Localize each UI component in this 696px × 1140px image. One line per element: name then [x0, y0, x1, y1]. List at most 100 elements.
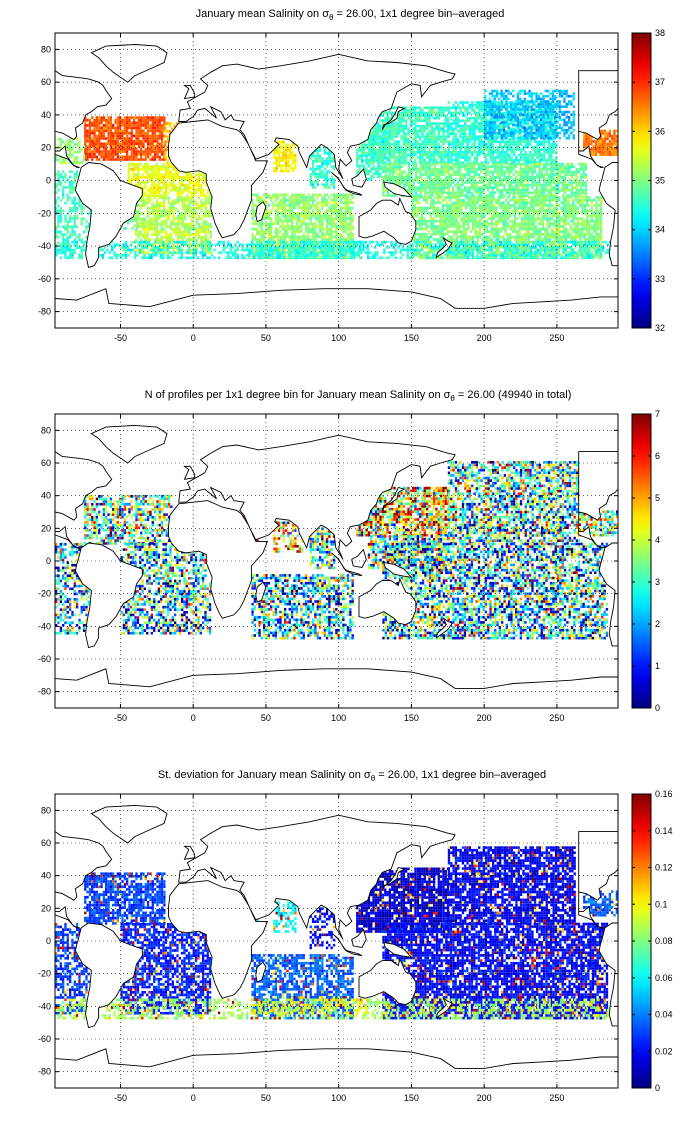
data-cell	[284, 151, 288, 154]
data-cell	[372, 172, 375, 176]
data-cell	[209, 199, 212, 202]
data-cell	[109, 121, 113, 125]
data-cell	[253, 193, 257, 197]
data-cell	[155, 186, 159, 190]
data-cell	[105, 155, 108, 159]
data-cell	[506, 153, 509, 157]
data-cell	[416, 124, 420, 128]
data-cell	[172, 207, 175, 210]
data-cell	[163, 116, 166, 119]
data-cell	[183, 189, 186, 192]
data-cell	[489, 140, 493, 144]
data-cell	[100, 155, 103, 159]
data-cell	[284, 156, 288, 160]
data-cell	[112, 142, 115, 146]
data-cell	[508, 145, 511, 149]
data-cell	[200, 201, 203, 205]
data-cell	[522, 156, 525, 159]
data-cell	[158, 201, 161, 205]
data-cell	[57, 241, 60, 244]
data-cell	[172, 246, 175, 250]
data-cell	[291, 201, 294, 205]
data-cell	[62, 191, 65, 194]
data-cell	[351, 219, 354, 223]
data-cell	[281, 212, 285, 215]
data-cell	[185, 194, 189, 197]
data-cell	[123, 118, 127, 122]
data-cell	[128, 118, 131, 122]
data-cell	[515, 145, 518, 149]
data-cell	[405, 122, 408, 125]
data-cell	[498, 115, 501, 119]
data-cell	[193, 207, 196, 210]
data-cell	[529, 124, 532, 128]
data-cell	[529, 156, 532, 159]
data-cell	[162, 199, 166, 202]
data-cell	[439, 130, 443, 133]
data-cell	[379, 135, 382, 138]
data-cell	[466, 145, 469, 149]
data-cell	[91, 153, 94, 156]
data-cell	[91, 150, 94, 153]
data-cell	[402, 130, 406, 133]
data-cell	[325, 238, 329, 241]
data-cell	[529, 158, 532, 162]
data-cell	[335, 222, 338, 226]
data-cell	[140, 139, 143, 143]
data-cell	[437, 135, 440, 138]
data-cell	[295, 230, 298, 233]
data-cell	[454, 140, 458, 144]
data-cell	[126, 121, 129, 125]
data-cell	[149, 129, 152, 133]
data-cell	[400, 148, 403, 152]
data-cell	[302, 256, 305, 260]
data-cell	[128, 137, 131, 140]
data-cell	[156, 238, 159, 242]
data-cell	[151, 225, 154, 229]
data-cell	[116, 116, 120, 119]
data-cell	[379, 164, 382, 168]
data-cell	[260, 219, 264, 223]
data-cell	[88, 124, 92, 127]
data-cell	[335, 232, 338, 236]
data-cell	[457, 140, 460, 144]
data-cell	[489, 143, 493, 146]
data-cell	[457, 137, 460, 141]
data-cell	[162, 235, 166, 239]
data-cell	[439, 106, 443, 110]
data-cell	[59, 180, 63, 184]
data-cell	[346, 256, 350, 260]
data-cell	[128, 124, 131, 127]
data-cell	[142, 228, 145, 231]
data-cell	[176, 199, 180, 202]
data-cell	[416, 151, 420, 154]
data-cell	[188, 230, 191, 234]
data-cell	[158, 145, 161, 148]
data-cell	[265, 201, 268, 205]
data-cell	[109, 118, 113, 122]
data-cell	[491, 131, 494, 135]
data-cell	[66, 228, 69, 231]
data-cell	[506, 156, 509, 159]
data-cell	[158, 191, 161, 195]
data-cell	[183, 233, 187, 236]
data-cell	[522, 116, 525, 120]
data-cell	[62, 175, 65, 179]
data-cell	[167, 214, 170, 218]
data-cell	[468, 140, 472, 144]
data-cell	[402, 106, 406, 110]
data-cell	[62, 161, 65, 165]
data-cell	[274, 230, 278, 233]
data-cell	[468, 127, 472, 131]
data-cell	[332, 209, 336, 212]
data-cell	[156, 147, 159, 151]
data-cell	[430, 153, 433, 157]
data-cell	[395, 135, 399, 138]
data-cell	[386, 156, 389, 160]
data-cell	[466, 116, 469, 120]
data-cell	[158, 129, 161, 133]
data-cell	[468, 158, 472, 162]
data-cell	[149, 225, 152, 229]
data-cell	[107, 132, 110, 135]
data-cell	[267, 214, 271, 218]
